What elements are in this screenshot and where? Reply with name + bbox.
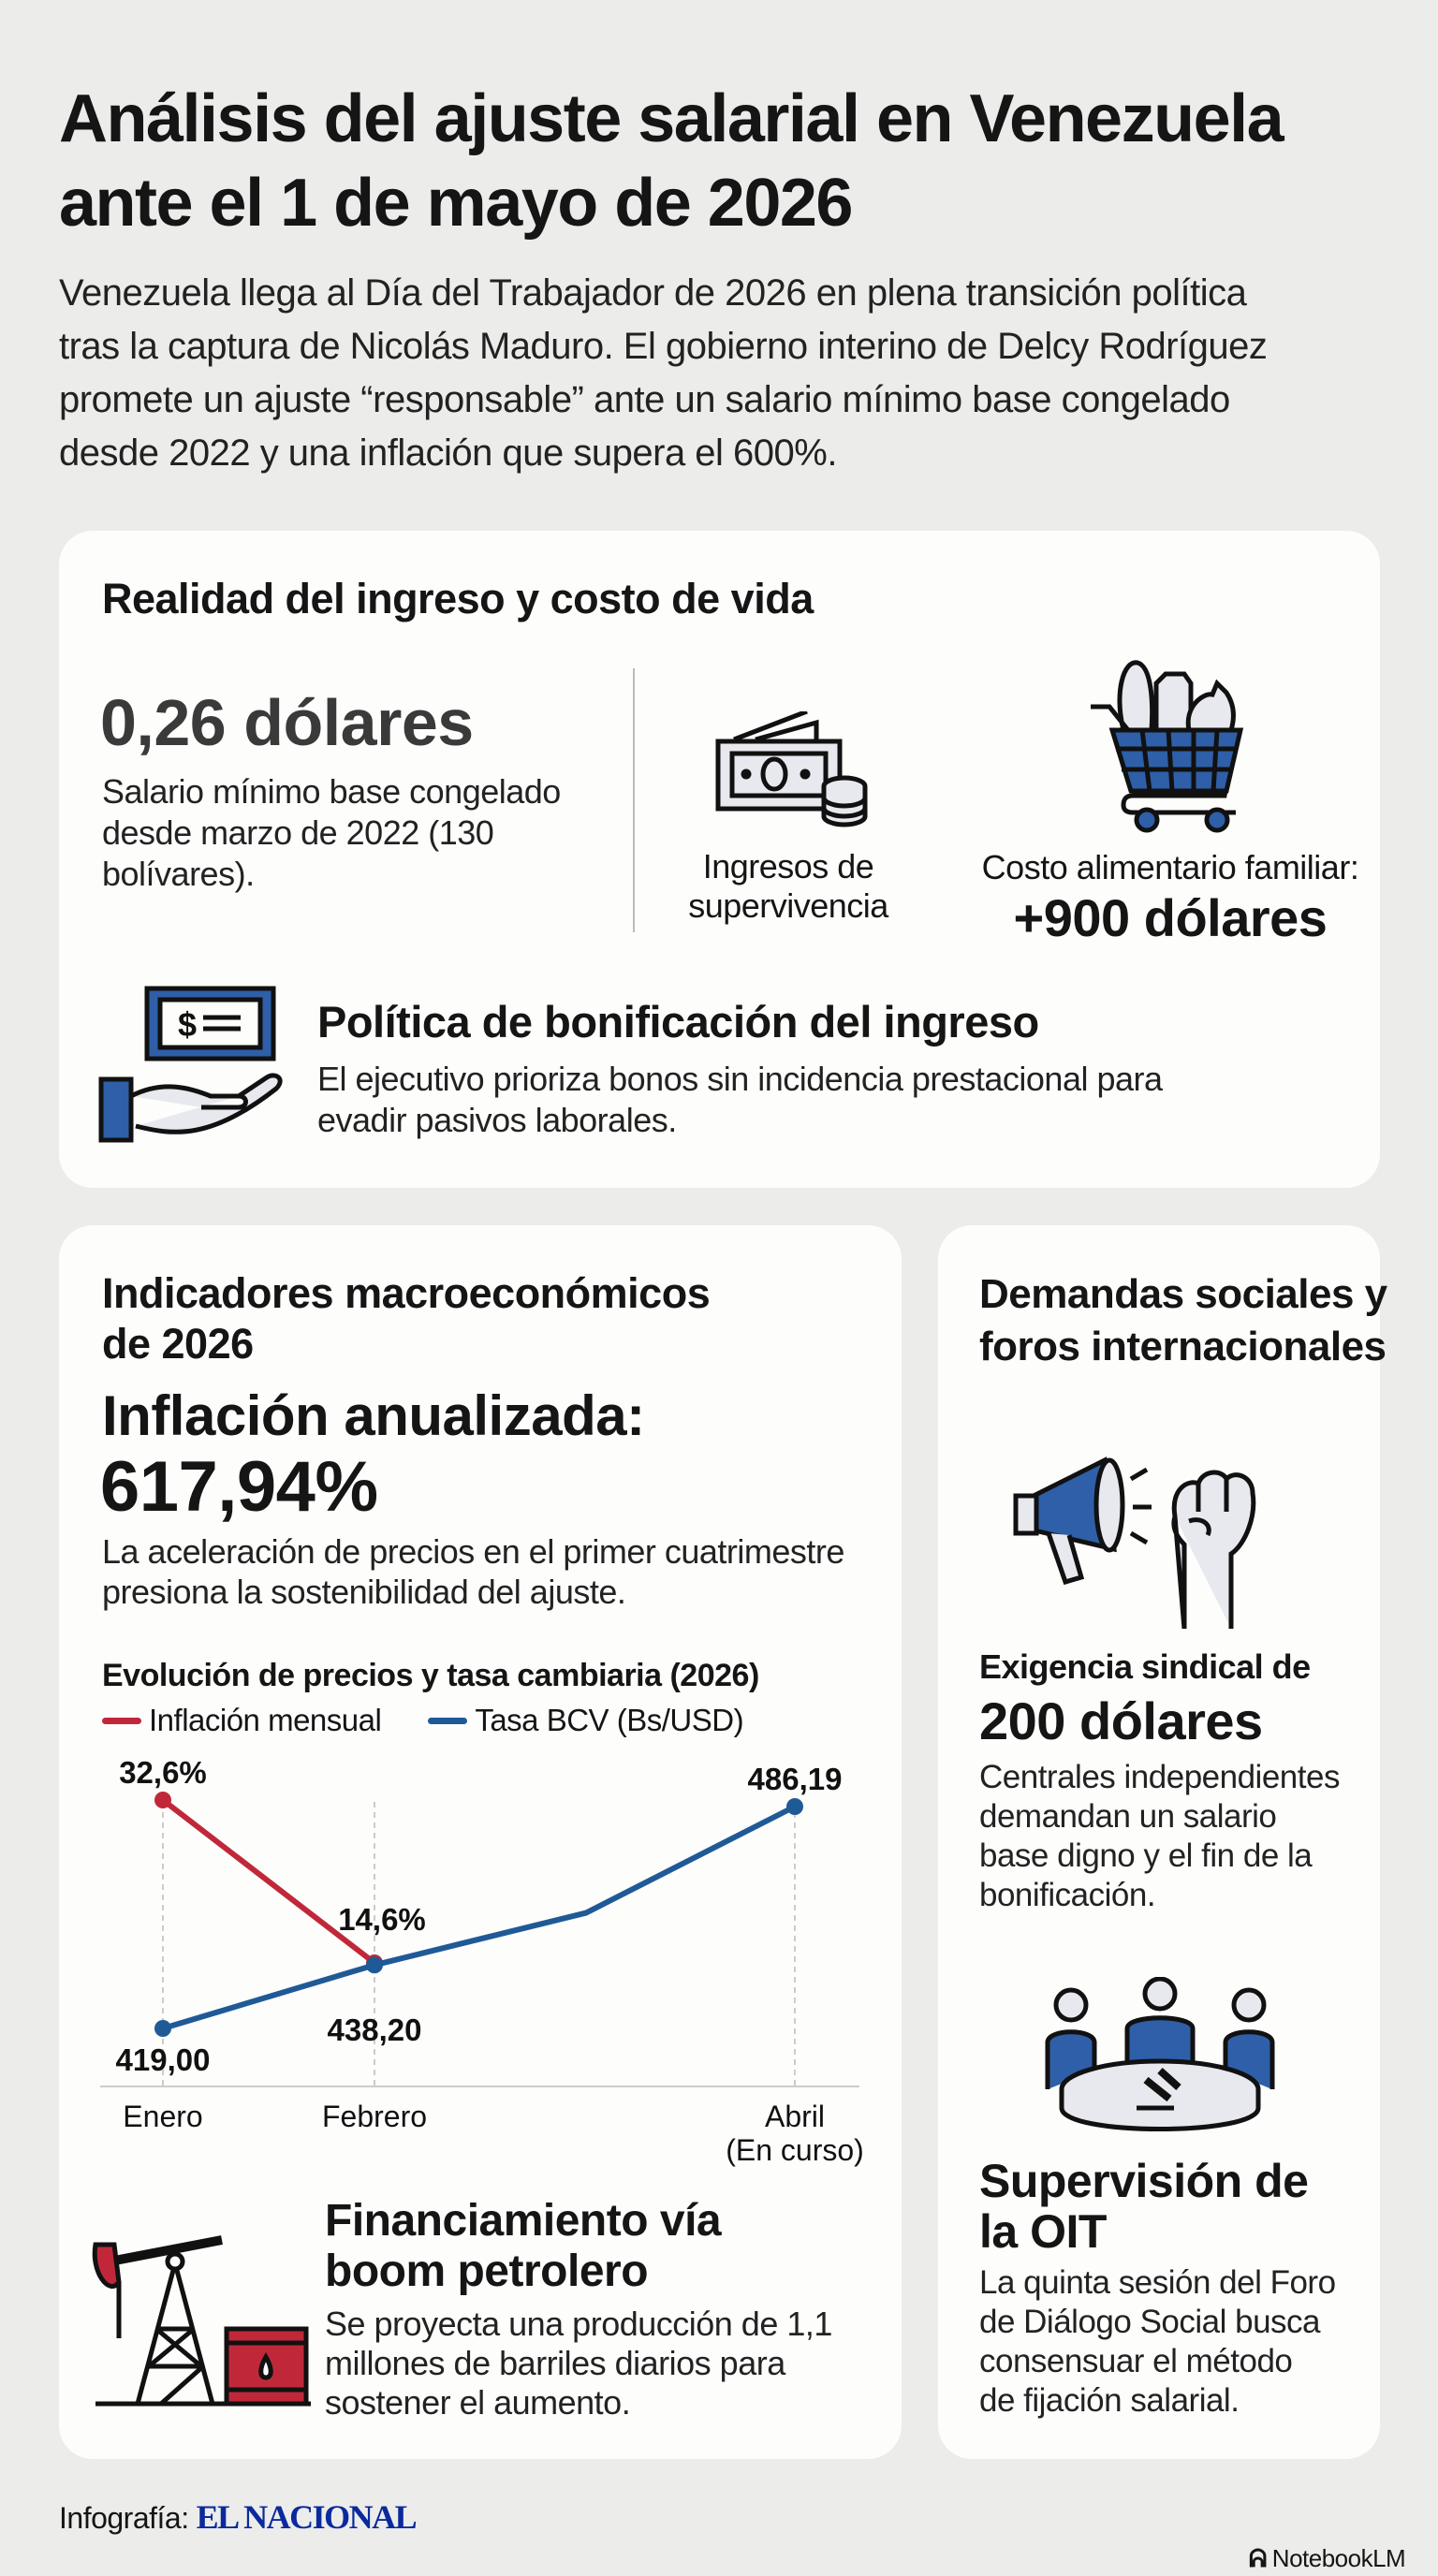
line-chart: 32,6% 14,6% 419,00 438,20 486,19 Enero Febrero… <box>100 1755 864 2167</box>
divider <box>633 668 635 932</box>
intro-line: promete un ajuste “responsable” ante un … <box>59 379 1230 420</box>
title-line: la OIT <box>979 2205 1107 2258</box>
heading-line: de 2026 <box>102 1320 254 1368</box>
el-nacional-logo: EL NACIONAL <box>196 2498 418 2536</box>
hand-bill-icon: $ <box>98 986 283 1143</box>
desc-line: La quinta sesión del Foro <box>979 2264 1336 2301</box>
social-heading: Demandas sociales y foros internacionale… <box>979 1268 1387 1373</box>
x-tick-label: Febrero <box>322 2100 427 2133</box>
chart-legend: Inflación mensual Tasa BCV (Bs/USD) <box>102 1702 744 1739</box>
legend-item-bcv: Tasa BCV (Bs/USD) <box>428 1702 744 1739</box>
income-heading: Realidad del ingreso y costo de vida <box>102 575 814 622</box>
heading-line: Indicadores macroeconómicos <box>102 1269 711 1317</box>
x-tick-label: (En curso) <box>726 2133 864 2167</box>
title-line: boom petrolero <box>325 2247 649 2296</box>
svg-text:$: $ <box>178 1005 197 1044</box>
notebooklm-watermark: ᕱ NotebookLM <box>1249 2544 1406 2572</box>
legend-swatch-blue <box>428 1717 468 1724</box>
desc-line: Se proyecta una producción de 1,1 <box>325 2305 832 2343</box>
legend-swatch-red <box>102 1717 141 1724</box>
x-tick-label: Abril <box>765 2100 825 2133</box>
legend-label: Inflación mensual <box>149 1703 382 1737</box>
macro-card <box>59 1225 902 2459</box>
x-tick-label: Enero <box>123 2100 202 2133</box>
food-label: Costo alimentario familiar: <box>981 848 1359 886</box>
money-icon <box>715 711 868 827</box>
notebooklm-icon: ᕱ <box>1249 2544 1267 2572</box>
desc-line: base digno y el fin de la <box>979 1837 1313 1874</box>
data-label: 32,6% <box>119 1755 207 1790</box>
inflation-desc: La aceleración de precios en el primer c… <box>102 1531 844 1612</box>
union-label: Exigencia sindical de <box>979 1647 1311 1686</box>
inflation-label: Inflación anualizada: <box>102 1384 645 1447</box>
salary-desc: Salario mínimo base congelado desde marz… <box>102 771 561 895</box>
intro-line: tras la captura de Nicolás Maduro. El go… <box>59 326 1268 367</box>
union-desc: Centrales independientes demandan un sal… <box>979 1758 1340 1915</box>
desc-line: bonificación. <box>979 1877 1156 1913</box>
intro-line: desde 2022 y una inflación que supera el… <box>59 432 837 474</box>
megaphone-fist-icon <box>1013 1456 1256 1629</box>
page-title: Análisis del ajuste salarial en Venezuel… <box>59 77 1284 245</box>
union-value: 200 dólares <box>979 1691 1263 1750</box>
social-card <box>938 1225 1380 2459</box>
oil-pump-icon <box>92 2235 311 2407</box>
data-label: 486,19 <box>748 1762 843 1796</box>
desc-line: Centrales independientes <box>979 1759 1340 1795</box>
label-line: Ingresos de <box>702 847 874 886</box>
title-line: Análisis del ajuste salarial en Venezuel… <box>59 81 1284 156</box>
data-label: 438,20 <box>328 2012 422 2047</box>
desc-line: sostener el aumento. <box>325 2383 631 2422</box>
bcv-point <box>786 1798 803 1815</box>
bonus-desc: El ejecutivo prioriza bonos sin incidenc… <box>317 1059 1163 1141</box>
oit-title: Supervisión de la OIT <box>979 2155 1309 2258</box>
bcv-point <box>366 1956 383 1974</box>
salary-value: 0,26 dólares <box>100 686 474 759</box>
desc-line: desde marzo de 2022 (130 <box>102 813 494 852</box>
desc-line: demandan un salario <box>979 1798 1277 1835</box>
intro-line: Venezuela llega al Día del Trabajador de… <box>59 272 1247 314</box>
desc-line: El ejecutivo prioriza bonos sin incidenc… <box>317 1060 1163 1098</box>
desc-line: consensuar el método <box>979 2343 1293 2379</box>
footer-credit: Infografía: EL NACIONAL <box>59 2497 418 2538</box>
desc-line: de fijación salarial. <box>979 2382 1240 2419</box>
meeting-table-icon <box>1045 1977 1275 2131</box>
desc-line: presiona la sostenibilidad del ajuste. <box>102 1573 626 1611</box>
macro-heading: Indicadores macroeconómicos de 2026 <box>102 1268 711 1369</box>
desc-line: millones de barriles diarios para <box>325 2344 785 2382</box>
intro-text: Venezuela llega al Día del Trabajador de… <box>59 267 1268 480</box>
inflation-point <box>154 1792 171 1808</box>
title-line: Supervisión de <box>979 2155 1309 2207</box>
oil-desc: Se proyecta una producción de 1,1 millon… <box>325 2305 832 2422</box>
data-label: 419,00 <box>116 2042 211 2077</box>
credit-label: Infografía: <box>59 2501 189 2535</box>
shopping-cart-icon <box>1091 660 1244 833</box>
food-value: +900 dólares <box>1013 888 1328 947</box>
title-line: Financiamiento vía <box>325 2196 722 2246</box>
bcv-point <box>154 2020 171 2037</box>
title-line: ante el 1 de mayo de 2026 <box>59 166 853 241</box>
heading-line: Demandas sociales y <box>979 1271 1387 1317</box>
desc-line: Salario mínimo base congelado <box>102 772 561 811</box>
inflation-line <box>161 1797 376 1966</box>
desc-line: evadir pasivos laborales. <box>317 1101 677 1139</box>
legend-label: Tasa BCV (Bs/USD) <box>475 1703 744 1737</box>
oil-title: Financiamiento vía boom petrolero <box>325 2196 722 2297</box>
legend-item-inflation: Inflación mensual <box>102 1702 382 1739</box>
label-line: supervivencia <box>688 886 888 925</box>
chart-title: Evolución de precios y tasa cambiaria (2… <box>102 1658 759 1693</box>
survival-label: Ingresos de supervivencia <box>648 847 929 926</box>
data-label: 14,6% <box>338 1902 426 1937</box>
watermark-label: NotebookLM <box>1271 2544 1406 2572</box>
bcv-line <box>162 1804 797 2031</box>
desc-line: La aceleración de precios en el primer c… <box>102 1532 844 1571</box>
inflation-value: 617,94% <box>100 1447 378 1527</box>
desc-line: bolívares). <box>102 855 255 893</box>
oit-desc: La quinta sesión del Foro de Diálogo Soc… <box>979 2263 1336 2421</box>
bonus-title: Política de bonificación del ingreso <box>317 997 1039 1046</box>
heading-line: foros internacionales <box>979 1324 1387 1369</box>
desc-line: de Diálogo Social busca <box>979 2304 1321 2340</box>
